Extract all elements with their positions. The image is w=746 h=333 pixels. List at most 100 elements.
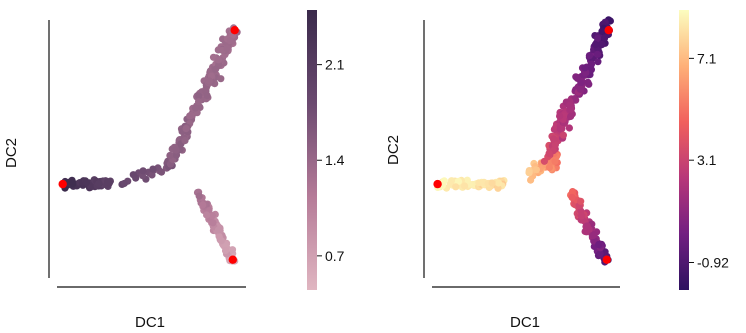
colorbar-tick-label: 7.1 — [697, 50, 717, 66]
scatter-point — [95, 180, 103, 188]
scatter-point — [601, 34, 609, 42]
colorbar-gradient — [679, 10, 689, 290]
x-axis-title: DC1 — [510, 314, 540, 331]
scatter-point — [222, 246, 230, 255]
highlight-point — [433, 179, 442, 189]
scatter-points — [433, 16, 615, 266]
highlight-point — [602, 255, 611, 264]
scatter-point — [581, 64, 589, 72]
scatter-point — [556, 125, 564, 133]
scatter-point — [556, 112, 564, 120]
scatter-point — [495, 179, 503, 187]
y-axis-title: DC2 — [385, 135, 402, 165]
scatter-point — [527, 176, 535, 184]
scatter-point — [488, 179, 496, 187]
scatter-point — [215, 233, 223, 241]
scatter-point — [594, 50, 602, 58]
scatter-point — [69, 179, 77, 188]
chart-panel-2: DC1 DC2 -0.92 3.1 7.1 — [385, 10, 729, 331]
scatter-point — [577, 197, 585, 205]
scatter-point — [104, 178, 112, 186]
scatter-point — [566, 101, 574, 109]
scatter-point — [186, 112, 194, 120]
scatter-point — [565, 124, 574, 132]
scatter-point — [598, 27, 606, 35]
scatter-point — [129, 171, 137, 179]
scatter-point — [568, 193, 576, 201]
scatter-point — [212, 65, 220, 73]
scatter-point — [214, 56, 223, 64]
scatter-point — [181, 137, 189, 145]
scatter-point — [209, 219, 217, 227]
colorbar-tick-label: 3.1 — [697, 152, 717, 168]
scatter-points — [58, 24, 241, 265]
colorbar: 0.7 1.4 2.1 — [307, 10, 345, 290]
highlight-point — [228, 255, 237, 264]
scatter-point — [585, 80, 593, 88]
scatter-point — [203, 211, 211, 219]
scatter-point — [545, 163, 554, 171]
scatter-point — [551, 141, 560, 149]
scatter-point — [228, 246, 237, 254]
scatter-point — [205, 77, 213, 85]
scatter-point — [454, 177, 463, 185]
scatter-point — [559, 131, 568, 139]
scatter-point — [139, 167, 147, 175]
scatter-point — [576, 85, 584, 93]
chart-panel-1: DC1 DC2 0.7 1.4 2.1 — [3, 10, 345, 331]
scatter-point — [191, 104, 199, 112]
scatter-point — [598, 41, 606, 49]
scatter-point — [148, 171, 156, 179]
scatter-point — [587, 60, 596, 68]
scatter-point — [461, 182, 469, 190]
scatter-point — [452, 183, 460, 191]
colorbar-tick-label: 2.1 — [325, 57, 345, 73]
scatter-point — [217, 75, 225, 83]
scatter-point — [494, 184, 502, 192]
scatter-point — [195, 92, 203, 100]
scatter-point — [199, 201, 207, 209]
scatter-point — [463, 176, 471, 184]
scatter-point — [182, 125, 190, 133]
colorbar-gradient — [307, 10, 317, 290]
scatter-point — [195, 98, 203, 106]
scatter-point — [589, 231, 598, 240]
scatter-point — [594, 58, 602, 66]
highlight-point — [230, 26, 239, 35]
colorbar: -0.92 3.1 7.1 — [679, 10, 729, 290]
colorbar-tick-label: 0.7 — [325, 248, 345, 264]
scatter-point — [583, 222, 591, 230]
scatter-point — [585, 52, 594, 60]
scatter-point — [120, 179, 128, 188]
colorbar-ticks: 0.7 1.4 2.1 — [317, 57, 345, 264]
scatter-point — [525, 169, 533, 177]
scatter-point — [532, 166, 541, 174]
scatter-point — [166, 151, 174, 160]
scatter-point — [195, 192, 203, 200]
highlight-point — [58, 179, 67, 189]
colorbar-ticks: -0.92 3.1 7.1 — [689, 50, 729, 271]
scatter-point — [157, 168, 166, 176]
scatter-point — [214, 226, 222, 234]
scatter-point — [540, 157, 549, 165]
scatter-point — [226, 37, 234, 45]
y-axis-title: DC2 — [3, 138, 20, 168]
scatter-point — [595, 240, 603, 249]
scatter-point — [149, 165, 157, 173]
colorbar-tick-label: 1.4 — [325, 152, 345, 168]
scatter-point — [82, 179, 91, 187]
scatter-point — [545, 150, 553, 158]
highlight-point — [604, 26, 613, 35]
scatter-point — [567, 112, 575, 121]
scatter-point — [549, 135, 558, 143]
scatter-point — [203, 92, 211, 100]
scatter-point — [577, 79, 585, 87]
scatter-point — [594, 34, 602, 43]
scatter-point — [208, 212, 216, 220]
scatter-point — [172, 146, 180, 154]
scatter-point — [577, 212, 586, 220]
scatter-point — [596, 250, 604, 258]
scatter-point — [223, 44, 231, 52]
scatter-point — [591, 40, 600, 49]
